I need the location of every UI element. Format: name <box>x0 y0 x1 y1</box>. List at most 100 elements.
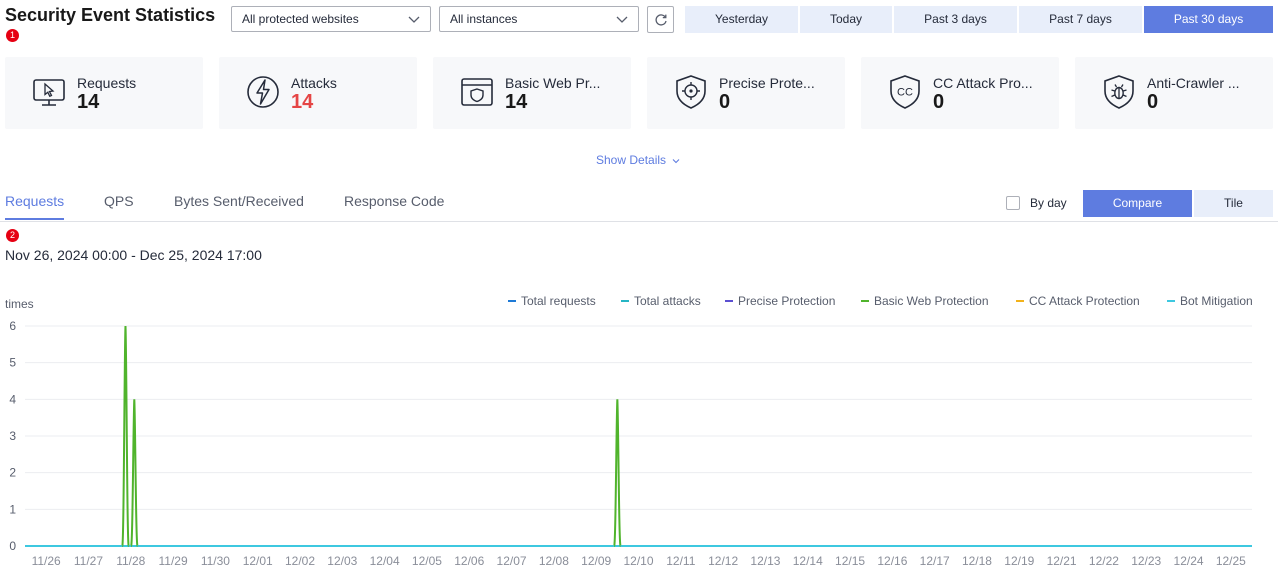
stat-value: 0 <box>719 91 731 113</box>
chevron-down-icon <box>672 158 680 164</box>
requests-line-chart: 0 1 2 3 4 5 6 11/26 11/27 11/28 11/29 11/30 12/01 12/… <box>9 319 1252 568</box>
x-tick-label: 11/28 <box>116 554 145 568</box>
x-tick-label: 12/25 <box>1216 554 1246 568</box>
legend-label: Basic Web Protection <box>874 294 989 308</box>
tab-requests[interactable]: Requests <box>5 193 65 209</box>
x-tick-label: 12/17 <box>920 554 950 568</box>
y-tick-label: 4 <box>9 392 16 406</box>
legend-label: Precise Protection <box>738 294 836 308</box>
by-day-label: By day <box>1030 196 1067 210</box>
x-tick-label: 12/23 <box>1131 554 1161 568</box>
stat-label: Basic Web Pr... <box>505 75 601 91</box>
legend-basic-web-protection[interactable]: Basic Web Protection <box>861 294 989 308</box>
x-tick-label: 12/16 <box>877 554 907 568</box>
legend-swatch <box>861 299 869 302</box>
instance-select-value: All instances <box>450 12 518 26</box>
range-past-30-days-button[interactable]: Past 30 days <box>1144 6 1273 33</box>
range-past-3-days-button[interactable]: Past 3 days <box>894 6 1017 33</box>
series-spike-basic-web-protection <box>121 325 130 547</box>
y-tick-label: 3 <box>9 429 16 443</box>
range-today-button[interactable]: Today <box>800 6 892 33</box>
stat-value: 14 <box>77 91 100 113</box>
x-tick-label: 12/12 <box>708 554 738 568</box>
legend-total-attacks[interactable]: Total attacks <box>621 294 701 308</box>
shield-bug-icon <box>1104 75 1134 109</box>
shield-cc-icon: CC <box>890 75 920 109</box>
stat-value: 14 <box>505 91 528 113</box>
legend-cc-attack-protection[interactable]: CC Attack Protection <box>1016 294 1140 308</box>
x-tick-label: 11/29 <box>159 554 188 568</box>
legend-total-requests[interactable]: Total requests <box>508 294 596 308</box>
browser-shield-icon <box>461 78 493 106</box>
stat-value: 14 <box>291 91 314 113</box>
tab-divider <box>0 221 1278 222</box>
series-spike-basic-web-protection <box>130 399 139 547</box>
step-marker-2: 2 <box>6 229 19 242</box>
x-tick-label: 12/01 <box>243 554 273 568</box>
stat-value: 0 <box>933 91 945 113</box>
y-tick-label: 6 <box>9 319 16 333</box>
tile-button[interactable]: Tile <box>1194 190 1273 217</box>
series-spike-basic-web-protection <box>613 399 622 547</box>
x-tick-label: 12/18 <box>962 554 992 568</box>
x-tick-label: 12/11 <box>666 554 695 568</box>
y-tick-label: 1 <box>9 502 16 516</box>
legend-label: Total attacks <box>634 294 701 308</box>
stat-value: 0 <box>1147 91 1159 113</box>
x-tick-label: 12/03 <box>327 554 357 568</box>
range-yesterday-button[interactable]: Yesterday <box>685 6 798 33</box>
stat-label: CC Attack Pro... <box>933 75 1033 91</box>
chevron-down-icon <box>408 16 420 23</box>
stat-label: Anti-Crawler ... <box>1147 75 1240 91</box>
x-tick-label: 12/09 <box>581 554 611 568</box>
x-tick-label: 12/19 <box>1004 554 1034 568</box>
range-past-7-days-button[interactable]: Past 7 days <box>1019 6 1142 33</box>
svg-text:CC: CC <box>897 87 913 99</box>
lightning-icon <box>247 76 279 108</box>
by-day-checkbox[interactable] <box>1006 196 1020 210</box>
legend-label: CC Attack Protection <box>1029 294 1140 308</box>
x-tick-label: 12/06 <box>454 554 484 568</box>
tab-qps[interactable]: QPS <box>104 193 134 209</box>
stat-card-cc-attack-protection: CC CC Attack Pro... 0 <box>861 57 1059 129</box>
legend-swatch <box>725 299 733 302</box>
chevron-down-icon <box>616 16 628 23</box>
stat-card-basic-web-protection: Basic Web Pr... 14 <box>433 57 631 129</box>
refresh-button[interactable] <box>647 6 674 33</box>
date-range-text: Nov 26, 2024 00:00 - Dec 25, 2024 17:00 <box>5 247 262 263</box>
x-tick-label: 11/26 <box>32 554 61 568</box>
y-tick-label: 5 <box>9 356 16 370</box>
legend-swatch <box>621 299 629 302</box>
legend-swatch <box>1167 299 1175 302</box>
compare-button[interactable]: Compare <box>1083 190 1192 217</box>
tab-bytes-sent-received[interactable]: Bytes Sent/Received <box>174 193 304 209</box>
stat-card-attacks: Attacks 14 <box>219 57 417 129</box>
x-tick-label: 12/07 <box>497 554 527 568</box>
x-tick-label: 12/04 <box>370 554 400 568</box>
x-tick-label: 12/13 <box>750 554 780 568</box>
stat-card-precise-protection: Precise Prote... 0 <box>647 57 845 129</box>
y-tick-label: 0 <box>9 539 16 553</box>
x-tick-label: 12/05 <box>412 554 442 568</box>
shield-target-icon <box>676 75 706 109</box>
y-tick-label: 2 <box>9 466 16 480</box>
x-tick-label: 12/15 <box>835 554 865 568</box>
stat-card-requests: Requests 14 <box>5 57 203 129</box>
step-marker-1: 1 <box>6 29 19 42</box>
legend-label: Total requests <box>521 294 596 308</box>
tab-response-code[interactable]: Response Code <box>344 193 445 209</box>
x-tick-label: 12/24 <box>1174 554 1204 568</box>
stat-label: Requests <box>77 75 137 91</box>
x-tick-label: 12/21 <box>1047 554 1077 568</box>
instance-select[interactable]: All instances <box>439 6 639 32</box>
legend-precise-protection[interactable]: Precise Protection <box>725 294 835 308</box>
legend-bot-mitigation[interactable]: Bot Mitigation <box>1167 294 1253 308</box>
x-tick-label: 11/30 <box>201 554 230 568</box>
x-tick-label: 12/22 <box>1089 554 1119 568</box>
website-select[interactable]: All protected websites <box>231 6 431 32</box>
show-details-link[interactable]: Show Details <box>596 153 681 167</box>
website-select-value: All protected websites <box>242 12 359 26</box>
y-axis-unit: times <box>5 297 34 311</box>
x-tick-label: 11/27 <box>74 554 103 568</box>
x-tick-label: 12/08 <box>539 554 569 568</box>
